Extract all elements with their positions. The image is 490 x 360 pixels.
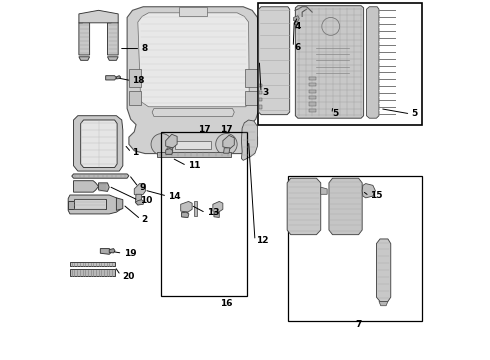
Polygon shape	[213, 202, 223, 212]
Polygon shape	[134, 184, 146, 196]
Text: 5: 5	[333, 109, 339, 118]
Polygon shape	[242, 120, 258, 160]
Text: 14: 14	[168, 192, 181, 201]
Bar	[194, 202, 197, 216]
Bar	[175, 141, 211, 149]
Polygon shape	[321, 187, 327, 194]
Circle shape	[216, 134, 237, 155]
Polygon shape	[152, 109, 234, 116]
Text: 7: 7	[356, 320, 362, 329]
Polygon shape	[107, 57, 118, 60]
Polygon shape	[245, 91, 259, 105]
Polygon shape	[157, 152, 231, 157]
Bar	[309, 90, 317, 93]
Polygon shape	[100, 249, 112, 254]
Bar	[161, 132, 247, 296]
Text: 4: 4	[294, 22, 301, 31]
Text: 12: 12	[256, 236, 268, 245]
Polygon shape	[117, 76, 121, 79]
Text: 17: 17	[220, 125, 233, 134]
Polygon shape	[74, 116, 123, 171]
Polygon shape	[70, 269, 115, 276]
Text: 11: 11	[188, 161, 200, 170]
Polygon shape	[127, 7, 259, 154]
Polygon shape	[74, 181, 98, 192]
Polygon shape	[107, 19, 118, 55]
Polygon shape	[98, 183, 109, 192]
Polygon shape	[129, 69, 142, 87]
Polygon shape	[81, 120, 117, 167]
Text: 1: 1	[132, 148, 139, 157]
Polygon shape	[181, 212, 189, 217]
Polygon shape	[79, 19, 90, 55]
Polygon shape	[129, 91, 142, 105]
Polygon shape	[135, 194, 142, 205]
Text: 18: 18	[132, 76, 145, 85]
Bar	[259, 91, 262, 94]
Polygon shape	[294, 16, 299, 21]
Text: 10: 10	[140, 196, 152, 205]
Polygon shape	[181, 202, 192, 212]
Text: 15: 15	[370, 191, 383, 200]
Bar	[179, 8, 207, 17]
Polygon shape	[245, 69, 259, 87]
Text: 3: 3	[262, 88, 269, 97]
Bar	[309, 77, 317, 80]
Polygon shape	[135, 200, 144, 205]
Polygon shape	[376, 239, 391, 301]
Bar	[259, 98, 262, 102]
Text: 19: 19	[123, 249, 136, 258]
Polygon shape	[223, 135, 234, 149]
Bar	[309, 109, 317, 112]
Text: 20: 20	[122, 272, 134, 281]
Polygon shape	[259, 7, 290, 114]
Text: 5: 5	[411, 109, 417, 118]
Polygon shape	[106, 76, 117, 80]
Polygon shape	[182, 212, 188, 217]
Text: 2: 2	[142, 215, 147, 224]
Polygon shape	[70, 262, 115, 266]
Polygon shape	[294, 21, 297, 24]
Bar	[309, 83, 317, 86]
Bar	[259, 84, 262, 87]
Bar	[309, 96, 317, 99]
Text: 8: 8	[142, 44, 147, 53]
Text: 16: 16	[220, 299, 232, 308]
Polygon shape	[68, 202, 73, 208]
Bar	[258, 3, 422, 125]
Polygon shape	[214, 212, 220, 217]
Bar	[288, 176, 422, 321]
Text: 17: 17	[197, 125, 210, 134]
Polygon shape	[166, 134, 177, 148]
Polygon shape	[68, 195, 122, 214]
Polygon shape	[379, 301, 388, 306]
Bar	[309, 103, 317, 106]
Text: 13: 13	[207, 208, 220, 217]
Polygon shape	[138, 13, 249, 107]
Polygon shape	[167, 148, 173, 154]
Polygon shape	[367, 7, 379, 118]
Polygon shape	[79, 10, 118, 23]
Polygon shape	[166, 149, 173, 154]
Bar	[259, 105, 262, 109]
Polygon shape	[329, 178, 362, 235]
Polygon shape	[74, 199, 106, 209]
Polygon shape	[109, 249, 115, 253]
Polygon shape	[223, 148, 230, 153]
Text: 9: 9	[140, 183, 146, 192]
Circle shape	[151, 134, 172, 155]
Polygon shape	[117, 198, 123, 210]
Polygon shape	[295, 6, 364, 118]
Polygon shape	[362, 184, 375, 198]
Polygon shape	[287, 178, 321, 235]
Polygon shape	[72, 174, 129, 178]
Text: 6: 6	[294, 42, 300, 51]
Polygon shape	[79, 57, 90, 60]
